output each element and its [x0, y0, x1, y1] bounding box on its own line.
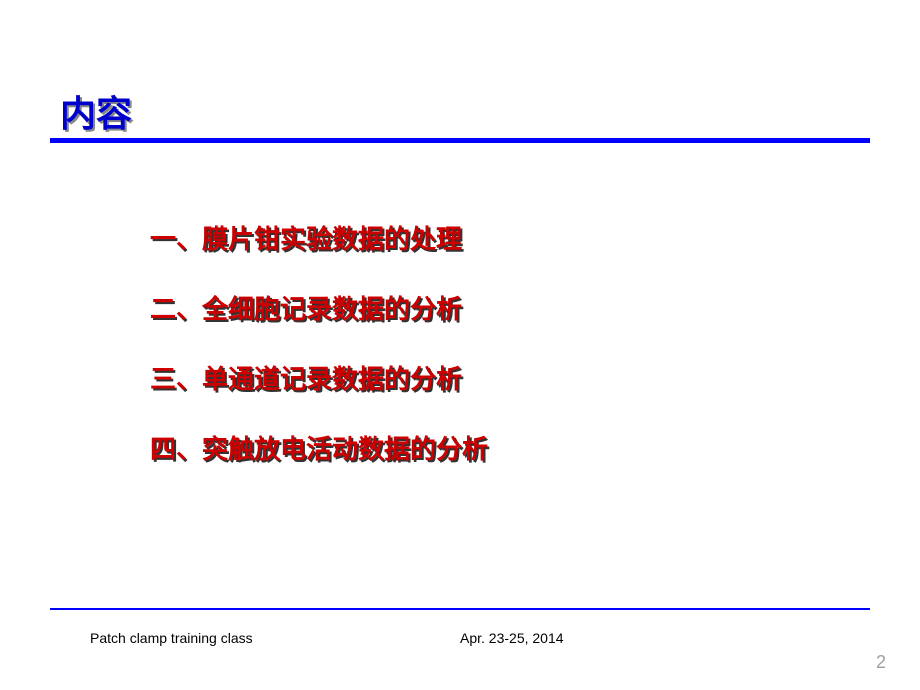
- list-item: 三、单通道记录数据的分析: [150, 355, 488, 403]
- list-item: 四、突触放电活动数据的分析: [150, 425, 488, 473]
- outline-list: 一、膜片钳实验数据的处理 二、全细胞记录数据的分析 三、单通道记录数据的分析 四…: [150, 215, 488, 495]
- list-item: 二、全细胞记录数据的分析: [150, 285, 488, 333]
- footer-center-text: Apr. 23-25, 2014: [460, 630, 564, 646]
- list-item: 一、膜片钳实验数据的处理: [150, 215, 488, 263]
- slide-title: 内容: [60, 85, 132, 137]
- page-number: 2: [876, 652, 886, 673]
- title-divider: [50, 138, 870, 143]
- slide: 内容 一、膜片钳实验数据的处理 二、全细胞记录数据的分析 三、单通道记录数据的分…: [0, 0, 920, 690]
- footer-divider: [50, 608, 870, 610]
- footer-left-text: Patch clamp training class: [90, 630, 253, 646]
